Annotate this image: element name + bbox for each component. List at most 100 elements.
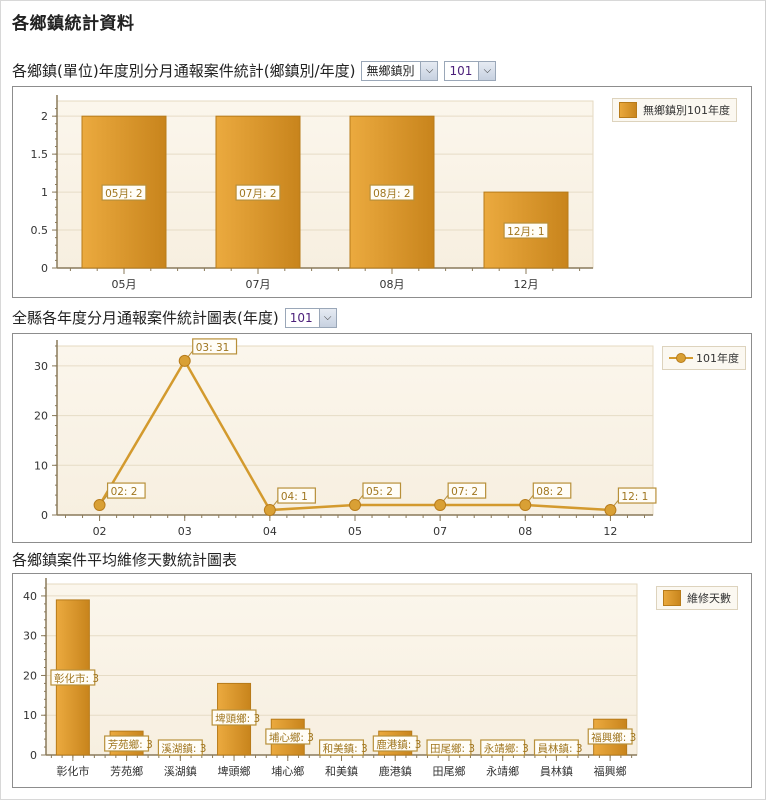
data-label-box	[480, 739, 526, 756]
x-tick-label: 08	[518, 525, 532, 538]
x-tick-label: 埔心鄉	[271, 765, 304, 778]
data-label: 員林鎮: 3	[538, 742, 583, 755]
x-tick-label: 芳苑鄉	[110, 764, 143, 778]
y-tick-label: 2	[41, 110, 48, 123]
chart3-legend: 維修天數	[656, 586, 738, 610]
chart3-legend-label: 維修天數	[687, 592, 731, 605]
data-label: 鹿港鎮: 3	[376, 738, 421, 751]
legend-swatch-icon	[619, 102, 637, 118]
chevron-down-icon[interactable]: ⌵	[318, 308, 336, 327]
y-tick-label: 1.5	[31, 148, 49, 161]
x-tick-label: 02	[93, 525, 107, 538]
chart1-box: 0 0.5 1 1.5 2 05月 05月: 2 07月 07月: 2 08月 08月: 2 12月 1…	[12, 86, 752, 298]
data-label-box	[369, 184, 415, 201]
x-tick-label: 彰化市	[56, 764, 89, 778]
data-label: 02: 2	[111, 486, 138, 498]
chart1-legend-label: 無鄉鎮別101年度	[643, 104, 730, 117]
section2-title: 全縣各年度分月通報案件統計圖表(年度)	[12, 309, 279, 327]
x-tick-label: 埤頭鄉	[218, 765, 251, 778]
x-tick-label: 03	[178, 525, 192, 538]
data-label-box	[426, 739, 472, 756]
data-label-box	[101, 184, 147, 201]
y-tick-label: 0	[30, 749, 37, 762]
data-label-box	[319, 739, 365, 756]
data-label: 03: 31	[196, 342, 230, 354]
y-tick-label: 10	[23, 709, 37, 722]
data-label: 溪湖鎮: 3	[161, 742, 206, 755]
data-label: 12月: 1	[507, 226, 544, 238]
data-label: 07月: 2	[239, 188, 276, 200]
data-label-box	[617, 487, 657, 504]
data-label-box	[277, 487, 316, 504]
x-tick-label: 員林鎮	[540, 764, 573, 778]
data-label: 埔心鄉: 3	[269, 731, 314, 744]
legend-swatch-icon	[663, 590, 681, 606]
y-tick-label: 20	[34, 410, 48, 423]
chart2-box: 0 10 20 30 02 03 04 05 07 08 12 02: 2 03: 31 04: 1 05:…	[12, 333, 752, 543]
y-tick-label: 30	[34, 360, 48, 373]
data-label: 埤頭鄉: 3	[215, 712, 260, 725]
data-label: 04: 1	[281, 491, 308, 503]
data-label: 05月: 2	[105, 188, 142, 200]
data-label: 彰化市: 3	[54, 672, 99, 685]
data-point	[178, 354, 191, 367]
chart3-repair-days-bar: 0 10 20 30 40 彰化市 芳苑鄉 溪湖鎮 埤頭鄉 埔心鄉 和美鎮 鹿港鎮 田尾鄉 永靖鄉 員林鎮 福…	[23, 578, 638, 778]
data-point	[434, 499, 447, 512]
y-tick-label: 0.5	[31, 224, 49, 237]
y-tick-label: 10	[34, 459, 48, 472]
data-label-box	[532, 482, 572, 499]
chart3-box: 0 10 20 30 40 彰化市 芳苑鄉 溪湖鎮 埤頭鄉 埔心鄉 和美鎮 鹿港鎮 田尾鄉 永靖鄉 員林鎮 福…	[12, 573, 752, 788]
section3-title: 各鄉鎮案件平均維修天數統計圖表	[12, 551, 238, 569]
data-label-box	[362, 482, 402, 499]
data-point	[519, 499, 532, 512]
x-tick-label: 07月	[246, 278, 271, 291]
legend-line-marker-icon	[669, 353, 693, 363]
chart1-legend: 無鄉鎮別101年度	[612, 98, 737, 122]
data-label: 12: 1	[621, 491, 648, 503]
x-tick-label: 12月	[514, 278, 539, 291]
y-tick-label: 1	[41, 186, 48, 199]
page-title: 各鄉鎮統計資料	[12, 14, 135, 34]
chevron-down-icon[interactable]: ⌵	[478, 61, 496, 80]
section2-year-select-value: 101	[289, 310, 313, 325]
x-tick-label: 08月	[380, 278, 405, 291]
section1-year-select-value: 101	[449, 63, 473, 78]
data-label-box	[372, 735, 418, 752]
data-label-box	[447, 482, 487, 499]
chart1-monthly-bar: 0 0.5 1 1.5 2 05月 05月: 2 07月 07月: 2 08月 08月: 2 12月 1…	[31, 95, 594, 291]
x-tick-label: 和美鎮	[325, 764, 358, 778]
township-select-value: 無鄉鎮別	[366, 64, 415, 78]
data-label: 08月: 2	[373, 188, 410, 200]
data-label: 芳苑鄉: 3	[108, 738, 153, 751]
chart2-monthly-line: 0 10 20 30 02 03 04 05 07 08 12 02: 2 03: 31 04: 1 05:…	[34, 338, 657, 538]
chart2-legend-label: 101年度	[696, 352, 739, 365]
data-label-box	[104, 735, 150, 752]
section2-year-select[interactable]: 101 ⌵	[284, 307, 337, 328]
data-label-box	[211, 709, 257, 726]
data-label-box	[50, 669, 96, 686]
section3-header: 各鄉鎮案件平均維修天數統計圖表	[12, 549, 237, 570]
y-tick-label: 0	[41, 509, 48, 522]
chevron-down-icon[interactable]: ⌵	[420, 61, 438, 80]
data-label: 永靖鄉: 3	[484, 742, 529, 755]
data-point	[263, 504, 276, 517]
data-label-box	[235, 184, 281, 201]
y-tick-label: 30	[23, 630, 37, 643]
data-label-box	[587, 728, 633, 745]
y-tick-label: 40	[23, 590, 37, 603]
data-point	[93, 499, 106, 512]
data-label-box	[192, 338, 238, 355]
data-label: 05: 2	[366, 486, 393, 498]
data-label: 田尾鄉: 3	[430, 742, 475, 755]
section2-header: 全縣各年度分月通報案件統計圖表(年度) 101 ⌵	[12, 307, 337, 328]
section1-year-select[interactable]: 101 ⌵	[444, 60, 497, 81]
y-tick-label: 20	[23, 669, 37, 682]
chart2-legend: 101年度	[662, 346, 746, 370]
x-tick-label: 溪湖鎮	[164, 764, 197, 778]
section1-title: 各鄉鎮(單位)年度別分月通報案件統計(鄉鎮別/年度)	[12, 62, 356, 80]
x-tick-label: 04	[263, 525, 277, 538]
data-label: 和美鎮: 3	[323, 742, 368, 755]
data-point	[604, 504, 617, 517]
township-select[interactable]: 無鄉鎮別 ⌵	[361, 60, 439, 81]
x-tick-label: 05月	[112, 278, 137, 291]
